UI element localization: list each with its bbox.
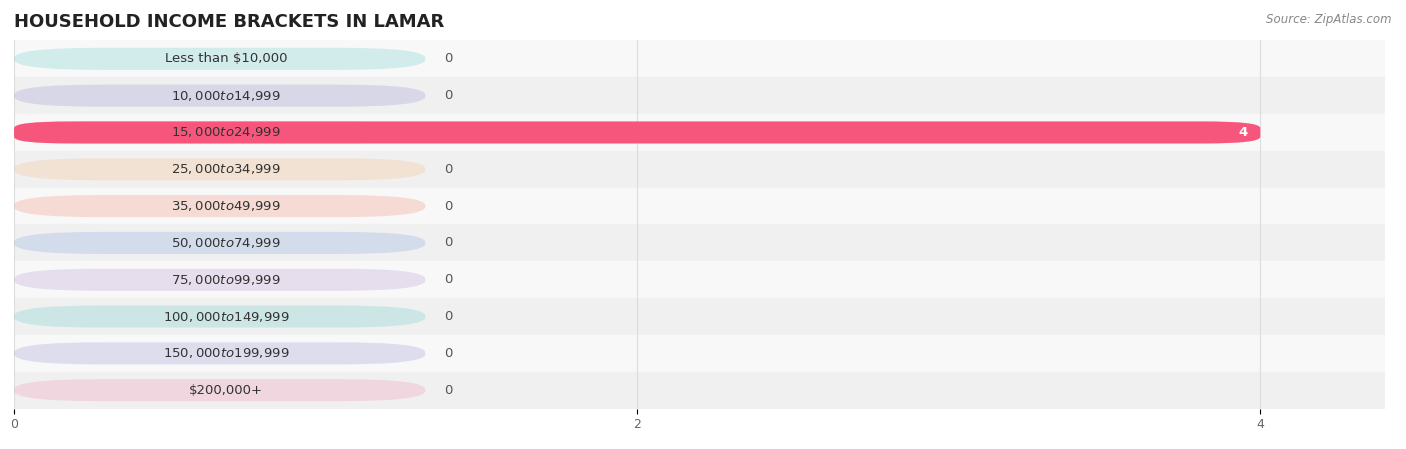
- FancyBboxPatch shape: [14, 121, 426, 144]
- Text: Source: ZipAtlas.com: Source: ZipAtlas.com: [1267, 13, 1392, 26]
- Text: $150,000 to $199,999: $150,000 to $199,999: [163, 346, 290, 361]
- Bar: [14, 114, 1385, 151]
- Bar: [14, 40, 1385, 77]
- FancyBboxPatch shape: [14, 379, 426, 401]
- Text: 0: 0: [444, 273, 453, 286]
- FancyBboxPatch shape: [14, 48, 426, 70]
- Text: Less than $10,000: Less than $10,000: [165, 53, 287, 65]
- FancyBboxPatch shape: [14, 121, 1260, 144]
- FancyBboxPatch shape: [14, 269, 426, 291]
- Bar: [14, 372, 1385, 409]
- FancyBboxPatch shape: [14, 305, 426, 328]
- Text: 0: 0: [444, 200, 453, 212]
- Bar: [14, 77, 1385, 114]
- FancyBboxPatch shape: [14, 342, 426, 365]
- Bar: [14, 151, 1385, 188]
- Text: 0: 0: [444, 237, 453, 249]
- Bar: [14, 188, 1385, 224]
- Bar: [14, 261, 1385, 298]
- Text: 0: 0: [444, 53, 453, 65]
- Text: $75,000 to $99,999: $75,000 to $99,999: [172, 273, 281, 287]
- FancyBboxPatch shape: [14, 84, 426, 107]
- Bar: [14, 335, 1385, 372]
- Text: $200,000+: $200,000+: [188, 384, 263, 396]
- Bar: [14, 224, 1385, 261]
- Text: $50,000 to $74,999: $50,000 to $74,999: [172, 236, 281, 250]
- Text: 0: 0: [444, 310, 453, 323]
- Text: $35,000 to $49,999: $35,000 to $49,999: [172, 199, 281, 213]
- Text: 0: 0: [444, 163, 453, 176]
- Text: 0: 0: [444, 347, 453, 360]
- Text: HOUSEHOLD INCOME BRACKETS IN LAMAR: HOUSEHOLD INCOME BRACKETS IN LAMAR: [14, 13, 444, 31]
- FancyBboxPatch shape: [14, 195, 426, 217]
- FancyBboxPatch shape: [14, 158, 426, 180]
- Text: $10,000 to $14,999: $10,000 to $14,999: [172, 88, 281, 103]
- Text: 0: 0: [444, 384, 453, 396]
- Text: 0: 0: [444, 89, 453, 102]
- FancyBboxPatch shape: [14, 232, 426, 254]
- Text: $15,000 to $24,999: $15,000 to $24,999: [172, 125, 281, 140]
- Text: $25,000 to $34,999: $25,000 to $34,999: [172, 162, 281, 176]
- Text: $100,000 to $149,999: $100,000 to $149,999: [163, 309, 290, 324]
- Bar: [14, 298, 1385, 335]
- Text: 4: 4: [1239, 126, 1249, 139]
